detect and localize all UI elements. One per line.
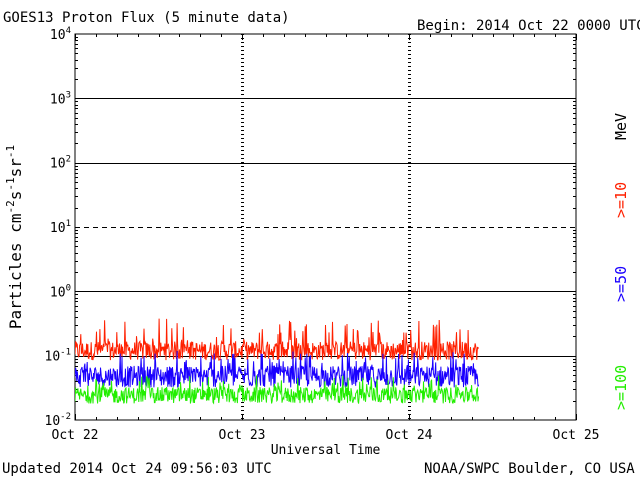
series-line-ge10 xyxy=(75,318,480,361)
y-tick-label: 103 xyxy=(50,90,71,107)
legend-ge100: >=100 xyxy=(612,365,630,410)
x-tick-label: Oct 23 xyxy=(219,428,266,443)
y-tick-label: 101 xyxy=(50,219,71,236)
y-tick-label: 102 xyxy=(50,155,71,172)
x-tick-label: Oct 24 xyxy=(386,428,433,443)
y-tick-label: 10-1 xyxy=(45,348,72,365)
series-line-ge50 xyxy=(75,350,480,388)
x-tick-label: Oct 22 xyxy=(52,428,99,443)
chart-title: GOES13 Proton Flux (5 minute data) xyxy=(3,10,290,26)
footer-credit: NOAA/SWPC Boulder, CO USA xyxy=(424,461,635,477)
begin-time: Begin: 2014 Oct 22 0000 UTC xyxy=(417,18,640,34)
x-tick-label: Oct 25 xyxy=(553,428,600,443)
legend-unit: MeV xyxy=(612,113,630,140)
footer-updated: Updated 2014 Oct 24 09:56:03 UTC xyxy=(2,461,272,477)
y-axis-label: Particles cm-2s-1sr-1 xyxy=(4,145,25,329)
legend-ge10: >=10 xyxy=(612,182,630,218)
x-axis-label: Universal Time xyxy=(271,443,381,458)
series-line-ge100 xyxy=(75,375,480,405)
y-tick-label: 104 xyxy=(50,26,71,43)
y-tick-label: 10-2 xyxy=(45,412,72,429)
y-tick-label: 100 xyxy=(50,283,71,300)
legend-ge50: >=50 xyxy=(612,266,630,302)
